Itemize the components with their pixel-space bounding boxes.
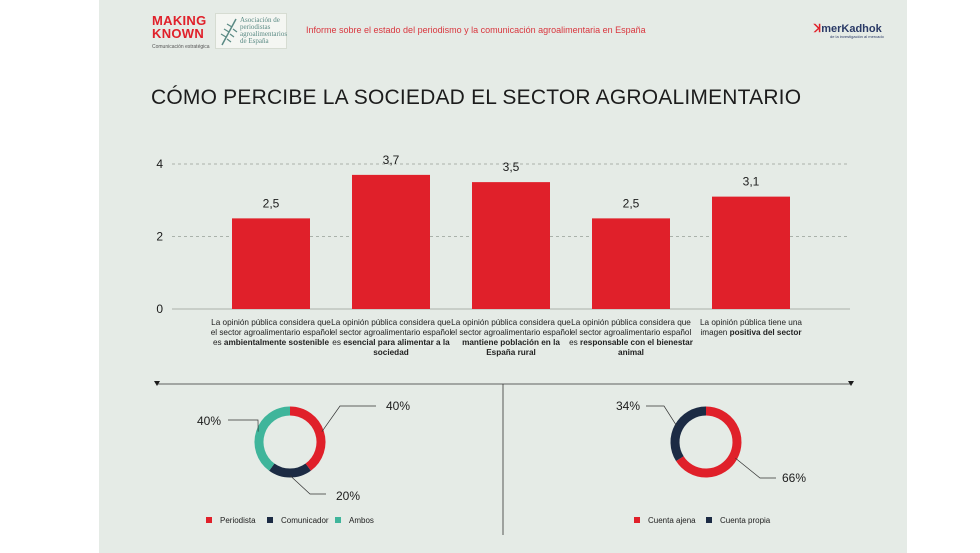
- donut-slice: [254, 406, 291, 471]
- legend-label: Cuenta ajena: [648, 516, 696, 525]
- bar-category-label: La opinión pública considera que el sect…: [567, 318, 695, 358]
- slice-value-label: 40%: [197, 414, 221, 428]
- category-label-emphasis: positiva del sector: [729, 328, 802, 337]
- association-logo: Asociación de periodistas agroalimentari…: [215, 13, 287, 49]
- category-label-emphasis: esencial para alimentar a la sociedad: [343, 338, 450, 357]
- bar-category-label: La opinión pública tiene una imagen posi…: [687, 318, 815, 338]
- bar-value-label: 3,1: [743, 175, 760, 189]
- merkadhok-tagline: de la investigación al mercado: [830, 34, 884, 39]
- report-header-title: Informe sobre el estado del periodismo y…: [306, 25, 646, 35]
- category-label-text: La opinión pública tiene una imagen: [700, 318, 802, 337]
- category-label-emphasis: mantiene población en la España rural: [462, 338, 560, 357]
- slice-leader-line: [289, 475, 326, 495]
- category-label-text: La opinión pública considera que el sect…: [210, 318, 332, 347]
- donut-slice: [670, 406, 707, 462]
- slice-leader-line: [228, 419, 259, 432]
- legend-swatch: [206, 517, 212, 523]
- bar: [232, 218, 310, 309]
- merkadhok-brand: merKadhok: [821, 23, 882, 35]
- bar: [352, 174, 430, 309]
- category-label-emphasis: ambientalmente sostenible: [223, 338, 330, 347]
- bar-category-label: La opinión pública considera que el sect…: [327, 318, 455, 358]
- legend-swatch: [335, 517, 341, 523]
- right-arrow-icon: [848, 381, 854, 386]
- left-arrow-icon: [154, 381, 160, 386]
- category-label-text: La opinión pública considera que el sect…: [569, 318, 692, 347]
- association-logo-text: Asociación de periodistas agroalimentari…: [240, 16, 288, 45]
- category-label-emphasis: responsable con el bienestar animal: [580, 338, 693, 357]
- slice-leader-line: [735, 457, 776, 479]
- wheat-icon: [220, 18, 238, 46]
- donut-slice: [269, 463, 311, 478]
- bar-value-label: 2,5: [623, 196, 640, 210]
- slice-value-label: 40%: [386, 399, 410, 413]
- merkadhok-symbol-icon: ꓘ: [814, 23, 822, 35]
- slice-leader-line: [646, 405, 677, 427]
- bar: [472, 182, 550, 309]
- category-label-text: La opinión pública considera que el sect…: [330, 318, 452, 347]
- legend-swatch: [634, 517, 640, 523]
- legend-swatch: [267, 517, 273, 523]
- bar: [712, 196, 790, 309]
- page-title: CÓMO PERCIBE LA SOCIEDAD EL SECTOR AGROA…: [151, 86, 802, 109]
- y-tick-label: 4: [156, 157, 163, 171]
- donut-slice: [676, 406, 742, 478]
- bar-category-label: La opinión pública considera que el sect…: [207, 318, 335, 348]
- legend-label: Cuenta propia: [720, 516, 771, 525]
- slice-leader-line: [321, 405, 376, 432]
- bar-value-label: 2,5: [263, 196, 280, 210]
- bar-value-label: 3,7: [383, 153, 400, 167]
- slice-value-label: 66%: [782, 471, 806, 485]
- bar: [592, 218, 670, 309]
- bar-value-label: 3,5: [503, 160, 520, 174]
- merkadhok-logo: ꓘmerKadhok de la investigación al mercad…: [814, 22, 884, 39]
- slice-value-label: 34%: [616, 399, 640, 413]
- y-tick-label: 2: [156, 230, 163, 244]
- legend-swatch: [706, 517, 712, 523]
- category-label-text: La opinión pública considera que el sect…: [450, 318, 572, 337]
- bar-category-label: La opinión pública considera que el sect…: [447, 318, 575, 358]
- slice-value-label: 20%: [336, 489, 360, 503]
- legend-label: Ambos: [349, 516, 374, 525]
- legend-label: Periodista: [220, 516, 256, 525]
- making-known-logo: MAKING KNOWN Comunicación estratégica: [152, 13, 210, 50]
- legend-label: Comunicador: [281, 516, 329, 525]
- donut-slice: [289, 406, 326, 471]
- y-tick-label: 0: [156, 302, 163, 316]
